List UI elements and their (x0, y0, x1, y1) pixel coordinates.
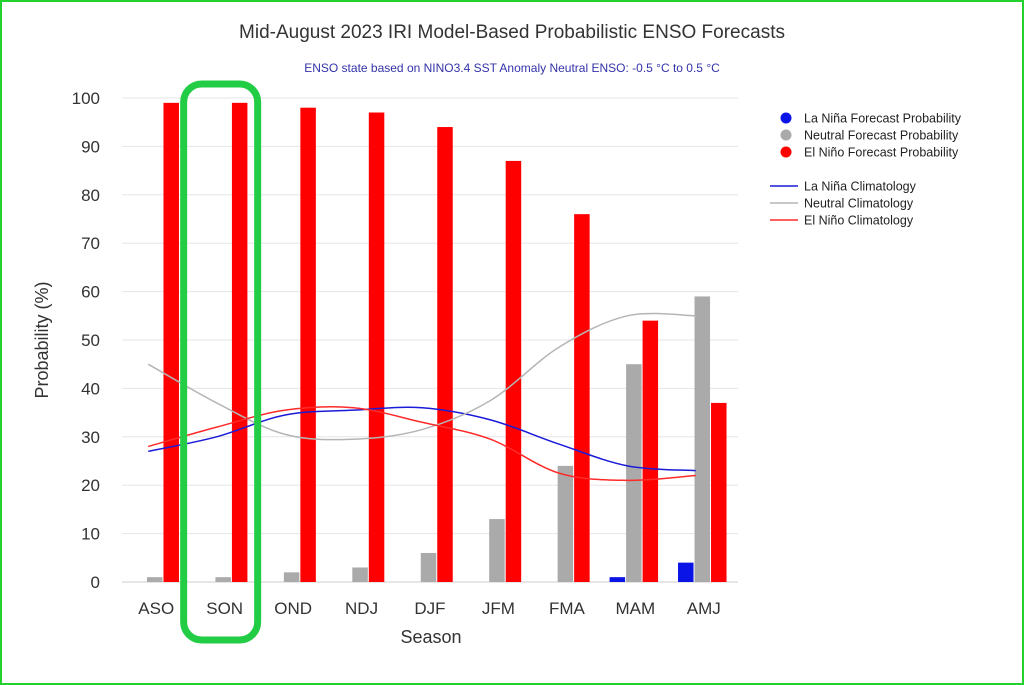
x-tick-label: FMA (549, 599, 586, 618)
legend-label: La Niña Forecast Probability (804, 112, 962, 126)
bar (557, 465, 574, 582)
y-tick-label: 40 (81, 379, 100, 398)
legend[interactable]: La Niña Forecast Probability Neutral Fore… (770, 112, 962, 228)
highlight-group (180, 80, 262, 644)
series-line (147, 312, 696, 441)
chart-title: Mid-August 2023 IRI Model-Based Probabil… (239, 22, 785, 43)
y-axis-label: Probability (%) (32, 281, 52, 398)
x-tick-label: NDJ (345, 599, 378, 618)
series-line (148, 406, 696, 472)
bar (352, 567, 368, 582)
chart-subtitle: ENSO state based on NINO3.4 SST Anomaly … (304, 61, 720, 75)
y-tick-label: 20 (81, 476, 100, 495)
legend-item[interactable]: La Niña Forecast Probability (780, 112, 962, 126)
y-tick-label: 0 (91, 573, 100, 592)
bar (231, 102, 248, 582)
y-tick-label: 80 (81, 186, 100, 205)
series-line (148, 406, 696, 482)
legend-label: Neutral Forecast Probability (804, 129, 959, 143)
bar (163, 102, 179, 582)
legend-marker (780, 146, 792, 158)
legend-label: Neutral Climatology (804, 197, 914, 211)
bar-series (146, 102, 727, 583)
bar (300, 107, 316, 583)
x-tick-label: SON (206, 599, 243, 618)
bar (215, 577, 231, 582)
legend-marker (780, 129, 792, 141)
legend-item[interactable]: La Niña Climatology (770, 180, 917, 194)
x-axis-label: Season (400, 627, 461, 647)
bar (678, 562, 694, 582)
x-tick-label: DJF (414, 599, 445, 618)
bar (437, 127, 453, 582)
legend-marker (780, 112, 792, 124)
legend-label: El Niño Forecast Probability (804, 146, 959, 160)
x-tick-label: ASO (138, 599, 174, 618)
legend-item[interactable]: Neutral Climatology (770, 197, 914, 211)
y-tick-label: 60 (81, 283, 100, 302)
climatology-lines (147, 312, 696, 482)
bar (642, 320, 659, 582)
x-tick-label: AMJ (687, 599, 721, 618)
bar (609, 577, 626, 582)
highlight-box (180, 80, 262, 644)
legend-item[interactable]: Neutral Forecast Probability (780, 129, 959, 143)
y-tick-label: 90 (81, 137, 100, 156)
y-axis-ticks: 0 10 20 30 40 50 60 70 80 90 100 (72, 89, 100, 592)
y-tick-label: 10 (81, 525, 100, 544)
y-tick-label: 70 (81, 234, 100, 253)
legend-label: La Niña Climatology (804, 180, 917, 194)
bar (626, 364, 642, 582)
x-tick-label: OND (274, 599, 312, 618)
legend-item[interactable]: El Niño Climatology (770, 214, 914, 228)
bar (711, 402, 727, 582)
bar (574, 214, 590, 582)
bar (505, 160, 522, 583)
bar (489, 519, 505, 582)
bar (694, 296, 711, 582)
bar (368, 112, 385, 583)
bar (146, 577, 163, 582)
bar (420, 552, 437, 582)
legend-label: El Niño Climatology (804, 214, 914, 228)
y-tick-label: 30 (81, 428, 100, 447)
legend-item[interactable]: El Niño Forecast Probability (780, 146, 959, 160)
bar (283, 572, 300, 582)
x-tick-label: MAM (615, 599, 655, 618)
x-tick-label: JFM (482, 599, 515, 618)
y-tick-label: 100 (72, 89, 100, 108)
x-axis-ticks: ASO SON OND NDJ DJF JFM FMA MAM AMJ (138, 599, 721, 618)
y-tick-label: 50 (81, 331, 100, 350)
